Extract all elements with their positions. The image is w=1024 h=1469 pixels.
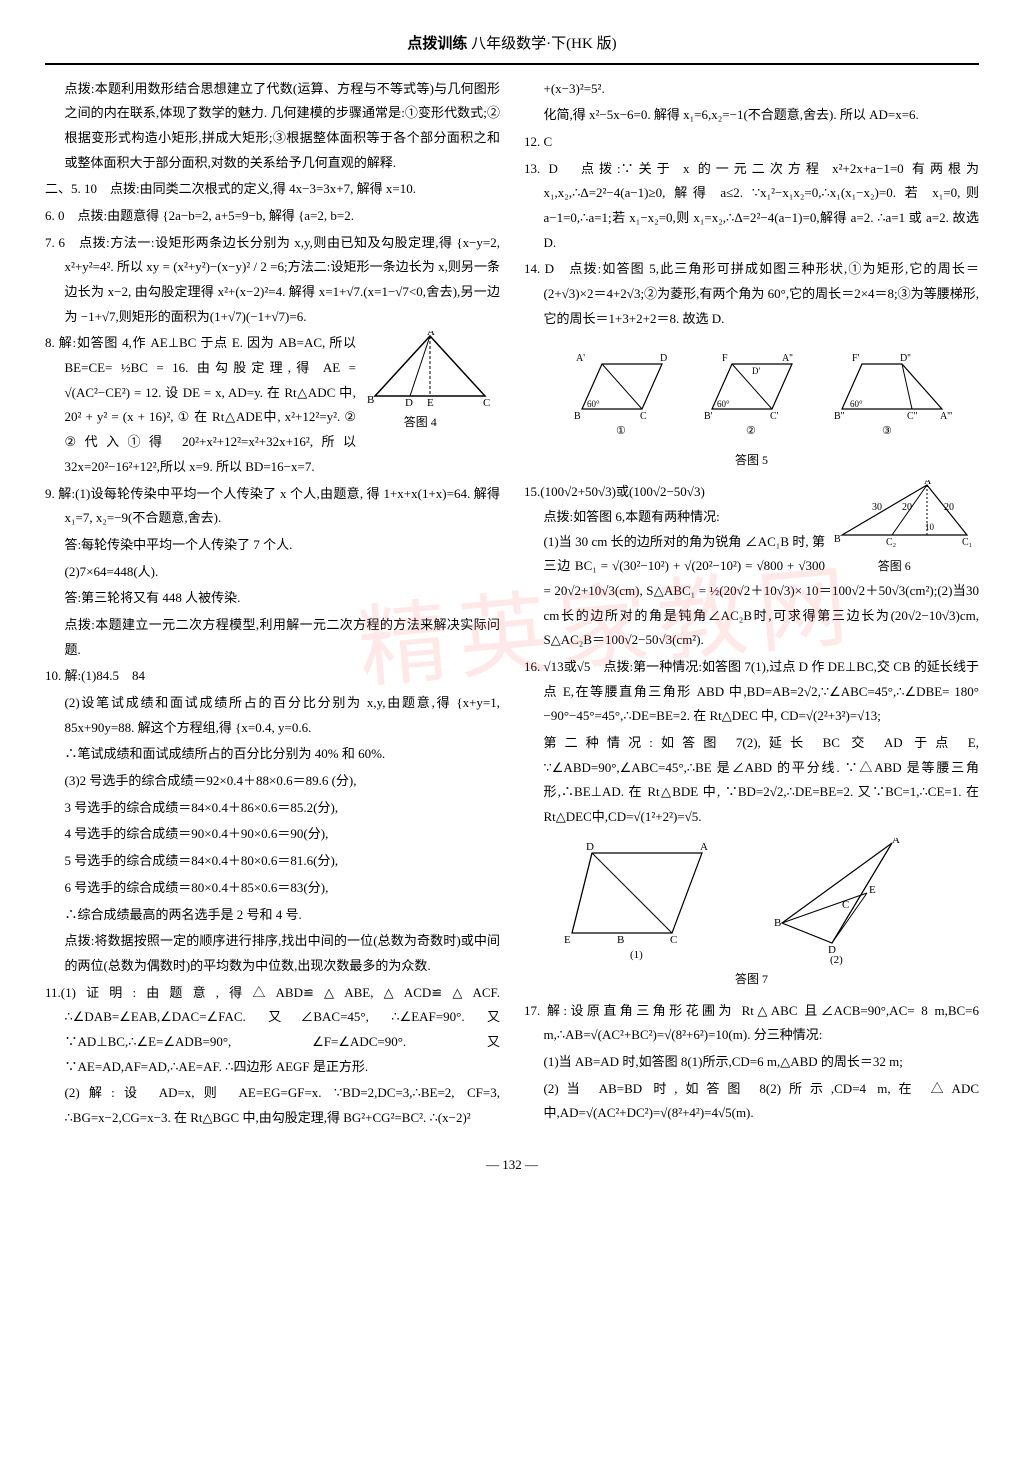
svg-text:A': A' — [576, 353, 585, 364]
svg-text:A: A — [892, 838, 900, 846]
cont-11: +(x−3)²=5². — [524, 77, 979, 102]
problem-14: 14. D 点拨:如答图 5,此三角形可拼成如图三种形状,①为矩形,它的周长＝(… — [524, 257, 979, 331]
svg-text:(2): (2) — [830, 954, 843, 966]
problem-10-3b: 3 号选手的综合成绩＝84×0.4＋86×0.6＝85.2(分), — [45, 796, 500, 821]
problem-15: A B C₂ C₁ 30 20 20 10 答图 6 15.(100√2+50√… — [524, 480, 979, 653]
problem-10-2b: ∴笔试成绩和面试成绩所占的百分比分别为 40% 和 60%. — [45, 742, 500, 767]
hint-text: 点拨:本题利用数形结合思想建立了代数(运算、方程与不等式等)与几何图形之间的内在… — [45, 77, 500, 176]
svg-text:A: A — [924, 480, 932, 487]
problem-10: 10. 解:(1)84.5 84 — [45, 664, 500, 689]
problem-11-2: (2)解:设 AD=x,则 AE=EG=GF=x. ∵BD=2,DC=3,∴BE… — [45, 1081, 500, 1130]
svg-text:C: C — [670, 934, 677, 946]
svg-text:60°: 60° — [717, 399, 730, 409]
svg-text:D: D — [405, 397, 413, 409]
problem-9-ans: 答:每轮传染中平均一个人传染了 7 个人. — [45, 533, 500, 558]
svg-text:B': B' — [704, 411, 713, 422]
triangle6-icon: A B C₂ C₁ 30 20 20 10 — [832, 480, 977, 555]
fig7-caption: 答图 7 — [524, 968, 979, 991]
fig6-caption: 答图 6 — [829, 555, 979, 578]
svg-text:B'': B'' — [834, 411, 844, 422]
problem-10-3c: 4 号选手的综合成绩＝90×0.4＋90×0.6＝90(分), — [45, 822, 500, 847]
svg-text:60°: 60° — [587, 399, 600, 409]
problem-10-3e: 6 号选手的综合成绩＝80×0.4＋85×0.6＝83(分), — [45, 876, 500, 901]
svg-text:C'': C'' — [907, 411, 917, 422]
problem-10-hint: 点拨:将数据按照一定的顺序进行排序,找出中间的一位(总数为奇数时)或中间的两位(… — [45, 929, 500, 978]
right-column: +(x−3)²=5². 化简,得 x²−5x−6=0. 解得 x₁=6,x₂=−… — [524, 77, 979, 1133]
svg-text:30: 30 — [872, 502, 882, 513]
svg-text:F: F — [722, 353, 728, 364]
problem-9-ans2: 答:第三轮将又有 448 人被传染. — [45, 586, 500, 611]
problem-2-5: 二、5. 10 点拨:由同类二次根式的定义,得 4x−3=3x+7, 解得 x=… — [45, 177, 500, 202]
svg-text:B: B — [367, 394, 374, 406]
problem-12: 12. C — [524, 130, 979, 155]
svg-text:A: A — [427, 331, 435, 338]
problem-10-3d: 5 号选手的综合成绩＝84×0.4＋80×0.6＝81.6(分), — [45, 849, 500, 874]
svg-text:B: B — [574, 411, 581, 422]
svg-text:C': C' — [770, 411, 779, 422]
problem-9-hint: 点拨:本题建立一元二次方程模型,利用解一元二次方程的方法来解决实际问题. — [45, 613, 500, 662]
figure-6: A B C₂ C₁ 30 20 20 10 答图 6 — [829, 480, 979, 578]
problem-10-3: (3)2 号选手的综合成绩＝92×0.4＋88×0.6＝89.6 (分), — [45, 769, 500, 794]
svg-text:B: B — [834, 534, 841, 545]
problem-13: 13. D 点拨:∵关于 x 的一元二次方程 x²+2x+a−1=0 有两根为 … — [524, 157, 979, 256]
page-header: 点拨训练 八年级数学·下(HK 版) — [45, 30, 979, 65]
svg-text:D: D — [660, 353, 667, 364]
svg-text:C: C — [640, 411, 647, 422]
svg-text:E: E — [427, 397, 434, 409]
svg-text:E: E — [869, 884, 876, 896]
svg-text:D: D — [586, 841, 594, 853]
problem-17-1: (1)当 AB=AD 时,如答图 8(1)所示,CD=6 m,△ABD 的周长＝… — [524, 1050, 979, 1075]
problem-17: 17. 解:设原直角三角形花圃为 Rt△ABC 且∠ACB=90°,AC= 8 … — [524, 999, 979, 1048]
svg-text:A: A — [700, 841, 708, 853]
problem-6: 6. 0 点拨:由题意得 {2a−b=2, a+5=9−b, 解得 {a=2, … — [45, 204, 500, 229]
cont-11b: 化简,得 x²−5x−6=0. 解得 x₁=6,x₂=−1(不合题意,舍去). … — [524, 103, 979, 128]
svg-text:C: C — [842, 899, 849, 911]
problem-17-2: (2)当 AB=BD 时,如答图 8(2)所示,CD=4 m,在 △ADC 中,… — [524, 1077, 979, 1126]
header-title: 点拨训练 — [407, 36, 467, 52]
left-column: 点拨:本题利用数形结合思想建立了代数(运算、方程与不等式等)与几何图形之间的内在… — [45, 77, 500, 1133]
svg-text:B: B — [617, 934, 624, 946]
svg-text:C₂: C₂ — [886, 537, 896, 548]
svg-text:A'': A'' — [782, 353, 793, 364]
figure-4: A B D E C 答图 4 — [360, 331, 500, 434]
fig5-caption: 答图 5 — [524, 449, 979, 472]
svg-text:60°: 60° — [850, 399, 863, 409]
content-columns: 点拨:本题利用数形结合思想建立了代数(运算、方程与不等式等)与几何图形之间的内在… — [45, 77, 979, 1133]
svg-text:E: E — [564, 934, 571, 946]
svg-text:D'': D'' — [900, 353, 911, 364]
problem-9: 9. 解:(1)设每轮传染中平均一个人传染了 x 个人,由题意, 得 1+x+x… — [45, 482, 500, 531]
page-number: — 132 — — [45, 1153, 979, 1178]
problem-11-1: 11.(1)证明:由题意,得△ABD≌△ABE,△ACD≌△ACF. ∴∠DAB… — [45, 981, 500, 1080]
svg-text:A''': A''' — [940, 411, 952, 422]
triangle-icon: A B D E C — [365, 331, 495, 411]
problem-10-3f: ∴综合成绩最高的两名选手是 2 号和 4 号. — [45, 903, 500, 928]
fig4-caption: 答图 4 — [360, 411, 500, 434]
problem-8: A B D E C 答图 4 8. 解:如答图 4,作 AE⊥BC 于点 E. … — [45, 331, 500, 479]
svg-text:C₁: C₁ — [962, 537, 972, 548]
svg-text:②: ② — [746, 425, 756, 437]
svg-text:20: 20 — [944, 502, 954, 513]
problem-7: 7. 6 点拨:方法一:设矩形两条边长分别为 x,y,则由已知及勾股定理,得 {… — [45, 231, 500, 330]
problem-9-2: (2)7×64=448(人). — [45, 560, 500, 585]
figure-7: D A E B C (1) A B C E D — [524, 838, 979, 991]
svg-text:F': F' — [852, 353, 860, 364]
figure-5: A' D B C 60° ① F A'' D' B' C' 60° — [524, 339, 979, 472]
svg-text:(1): (1) — [630, 949, 643, 961]
problem-16: 16. √13或√5 点拨:第一种情况:如答图 7(1),过点 D 作 DE⊥B… — [524, 655, 979, 729]
svg-text:C: C — [483, 397, 490, 409]
svg-text:D': D' — [752, 366, 760, 376]
svg-text:③: ③ — [882, 425, 892, 437]
shapes-icon: A' D B C 60° ① F A'' D' B' C' 60° — [552, 339, 952, 449]
fig7-icon: D A E B C (1) A B C E D — [562, 838, 942, 968]
svg-text:20: 20 — [902, 502, 912, 513]
svg-text:10: 10 — [925, 522, 935, 532]
header-subtitle: 八年级数学·下(HK 版) — [471, 36, 616, 52]
svg-text:B: B — [774, 917, 781, 929]
svg-text:①: ① — [616, 425, 626, 437]
problem-10-2: (2)设笔试成绩和面试成绩所占的百分比分别为 x,y,由题意,得 {x+y=1,… — [45, 691, 500, 740]
problem-16b: 第二种情况:如答图 7(2),延长 BC 交 AD 于点 E, ∵∠ABD=90… — [524, 731, 979, 830]
